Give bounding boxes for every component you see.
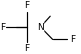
Text: F: F (70, 35, 75, 44)
Text: F: F (24, 1, 29, 10)
Text: N: N (37, 23, 44, 31)
Text: F: F (0, 23, 5, 31)
Text: F: F (24, 44, 29, 53)
